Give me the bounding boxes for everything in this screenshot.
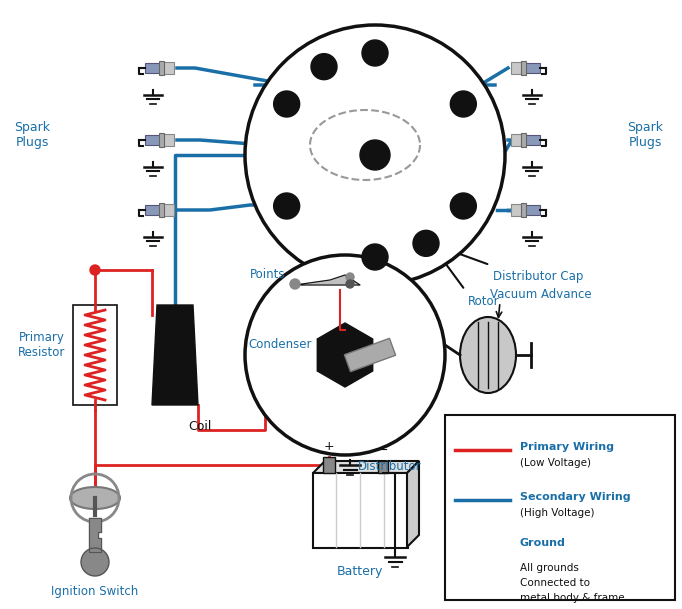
Text: All grounds: All grounds xyxy=(520,563,579,573)
Polygon shape xyxy=(152,305,198,405)
Bar xyxy=(160,61,164,75)
Text: Secondary Wiring: Secondary Wiring xyxy=(520,492,631,502)
Bar xyxy=(162,134,174,146)
Circle shape xyxy=(450,91,476,117)
Circle shape xyxy=(273,91,299,117)
Text: Distributor Cap: Distributor Cap xyxy=(493,270,583,283)
Bar xyxy=(512,134,522,146)
Circle shape xyxy=(311,54,337,80)
Circle shape xyxy=(360,140,390,170)
Circle shape xyxy=(290,279,300,289)
Bar xyxy=(512,204,522,216)
Bar xyxy=(522,205,540,215)
Bar xyxy=(145,135,162,145)
Circle shape xyxy=(362,40,388,66)
Text: (Low Voltage): (Low Voltage) xyxy=(520,458,591,468)
Text: Coil: Coil xyxy=(188,420,211,433)
Bar xyxy=(378,461,388,473)
Circle shape xyxy=(362,244,388,270)
Bar xyxy=(323,457,335,473)
Polygon shape xyxy=(295,275,360,285)
Text: Ground: Ground xyxy=(520,538,566,548)
Circle shape xyxy=(90,265,100,275)
Circle shape xyxy=(346,273,354,281)
Text: +: + xyxy=(324,440,334,453)
Text: Primary
Resistor: Primary Resistor xyxy=(18,331,65,359)
Text: metal body & frame: metal body & frame xyxy=(520,593,625,603)
Polygon shape xyxy=(317,323,372,387)
Bar xyxy=(162,204,174,216)
Text: Connected to: Connected to xyxy=(520,578,590,588)
Circle shape xyxy=(413,230,439,256)
Text: −: − xyxy=(378,444,388,457)
Text: Spark
Plugs: Spark Plugs xyxy=(627,121,663,149)
Circle shape xyxy=(81,548,109,576)
Text: Ignition Switch: Ignition Switch xyxy=(51,585,138,598)
Bar xyxy=(73,305,117,405)
Bar xyxy=(313,473,408,548)
Bar xyxy=(521,133,526,147)
Polygon shape xyxy=(89,518,101,552)
Bar xyxy=(445,415,675,600)
Text: Vacuum Advance: Vacuum Advance xyxy=(490,289,591,301)
Circle shape xyxy=(245,25,505,285)
Bar xyxy=(522,63,540,73)
Text: Distributor: Distributor xyxy=(358,460,421,473)
Bar xyxy=(521,203,526,217)
Bar xyxy=(521,61,526,75)
Circle shape xyxy=(346,280,354,288)
Bar xyxy=(145,205,162,215)
Text: Rotor: Rotor xyxy=(468,295,500,308)
Circle shape xyxy=(245,255,445,455)
Bar xyxy=(512,62,522,74)
Text: Battery: Battery xyxy=(337,565,383,578)
Circle shape xyxy=(450,193,476,219)
Bar xyxy=(160,133,164,147)
Bar xyxy=(160,203,164,217)
Text: Primary Wiring: Primary Wiring xyxy=(520,442,614,452)
Polygon shape xyxy=(313,461,419,473)
Text: Condenser: Condenser xyxy=(248,339,312,351)
Bar xyxy=(344,339,396,371)
Text: (High Voltage): (High Voltage) xyxy=(520,508,595,518)
Text: Spark
Plugs: Spark Plugs xyxy=(14,121,50,149)
Circle shape xyxy=(273,193,299,219)
Polygon shape xyxy=(407,461,419,547)
Bar xyxy=(145,63,162,73)
Bar xyxy=(162,62,174,74)
Bar xyxy=(522,135,540,145)
Ellipse shape xyxy=(460,317,516,393)
Ellipse shape xyxy=(70,487,120,509)
Text: Points: Points xyxy=(250,269,286,281)
